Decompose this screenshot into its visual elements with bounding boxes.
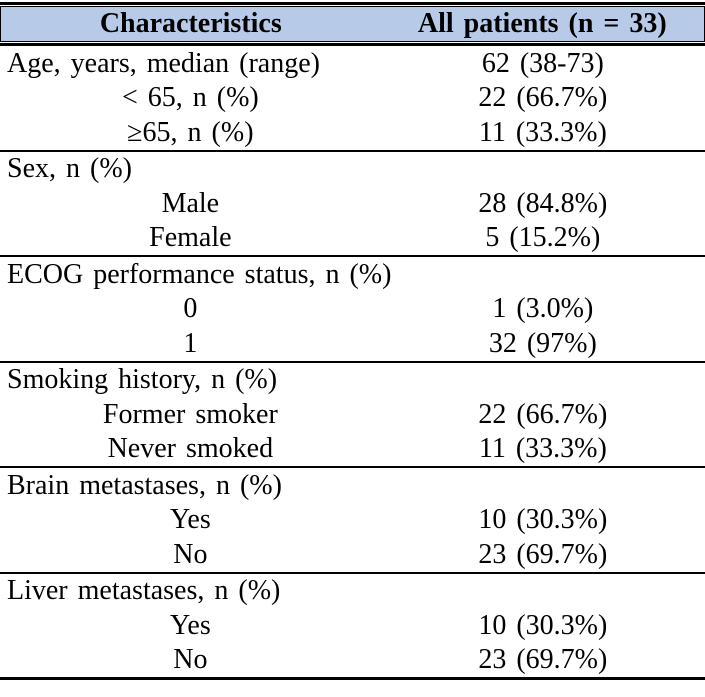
row-value: 22 (66.7%) — [478, 82, 608, 114]
row-value: 23 (69.7%) — [478, 538, 608, 570]
row-label: Former smoker — [102, 398, 278, 430]
section-smoking: Smoking history, n (%) Former smoker 22 … — [0, 363, 705, 467]
row-label: ≥65, n (%) — [127, 116, 254, 148]
row-label: < 65, n (%) — [121, 82, 259, 114]
section-liver-metastases: Liver metastases, n (%) Yes 10 (30.3%) N… — [0, 574, 705, 678]
section-brain-metastases: Brain metastases, n (%) Yes 10 (30.3%) N… — [0, 468, 705, 572]
row-value: 5 (15.2%) — [485, 222, 601, 254]
row-label: Never smoked — [107, 433, 274, 465]
row-label: Female — [149, 222, 232, 254]
table-row: ≥65, n (%) 11 (33.3%) — [0, 115, 705, 150]
table-row: No 23 (69.7%) — [0, 643, 705, 678]
row-label: No — [173, 644, 208, 676]
header-all-patients: All patients (n = 33) — [417, 8, 667, 40]
table-row: Yes 10 (30.3%) — [0, 503, 705, 538]
row-label: Smoking history, n (%) — [7, 364, 278, 396]
table-row: Brain metastases, n (%) — [0, 468, 705, 503]
row-value: 23 (69.7%) — [478, 644, 608, 676]
section-divider — [0, 360, 705, 363]
row-label: Age, years, median (range) — [7, 47, 320, 79]
row-value: 22 (66.7%) — [478, 398, 608, 430]
row-label: Yes — [169, 504, 211, 536]
row-label: 1 — [183, 327, 198, 359]
row-label: Yes — [169, 609, 211, 641]
section-ecog: ECOG performance status, n (%) 0 1 (3.0%… — [0, 257, 705, 361]
row-label: Male — [161, 187, 220, 219]
table-row: No 23 (69.7%) — [0, 537, 705, 572]
table-row: Smoking history, n (%) — [0, 363, 705, 398]
table-row: Liver metastases, n (%) — [0, 574, 705, 609]
table-header-row: Characteristics All patients (n = 33) — [0, 6, 705, 42]
section-age: Age, years, median (range) 62 (38-73) < … — [0, 46, 705, 150]
row-value: 32 (97%) — [488, 327, 597, 359]
bottom-rule — [0, 677, 705, 680]
row-value: 11 (33.3%) — [478, 433, 607, 465]
header-bottom-rule — [0, 43, 705, 46]
row-value: 1 (3.0%) — [492, 293, 594, 325]
section-divider — [0, 466, 705, 468]
row-value: 11 (33.3%) — [478, 116, 607, 148]
table-row: Former smoker 22 (66.7%) — [0, 397, 705, 432]
row-label: Liver metastases, n (%) — [7, 575, 281, 607]
row-value: 10 (30.3%) — [478, 504, 608, 536]
row-label: No — [173, 538, 208, 570]
table-row: Never smoked 11 (33.3%) — [0, 432, 705, 467]
section-sex: Sex, n (%) Male 28 (84.8%) Female 5 (15.… — [0, 152, 705, 256]
table-row: Male 28 (84.8%) — [0, 186, 705, 221]
table-row: 1 32 (97%) — [0, 326, 705, 361]
section-divider — [0, 571, 705, 574]
top-rule — [0, 2, 705, 5]
row-label: ECOG performance status, n (%) — [7, 258, 392, 290]
row-value: 28 (84.8%) — [478, 187, 608, 219]
table-row: Yes 10 (30.3%) — [0, 608, 705, 643]
row-value: 62 (38-73) — [481, 47, 604, 79]
row-label: Brain metastases, n (%) — [7, 469, 282, 501]
row-value: 10 (30.3%) — [478, 609, 608, 641]
table-row: Sex, n (%) — [0, 152, 705, 187]
row-label: Sex, n (%) — [7, 153, 132, 185]
section-divider — [0, 255, 705, 257]
table-row: Female 5 (15.2%) — [0, 221, 705, 256]
table-row: < 65, n (%) 22 (66.7%) — [0, 81, 705, 116]
row-label: 0 — [183, 293, 198, 325]
section-divider — [0, 149, 705, 152]
table-row: Age, years, median (range) 62 (38-73) — [0, 46, 705, 81]
header-characteristics: Characteristics — [99, 8, 282, 40]
table-row: 0 1 (3.0%) — [0, 292, 705, 327]
table-row: ECOG performance status, n (%) — [0, 257, 705, 292]
